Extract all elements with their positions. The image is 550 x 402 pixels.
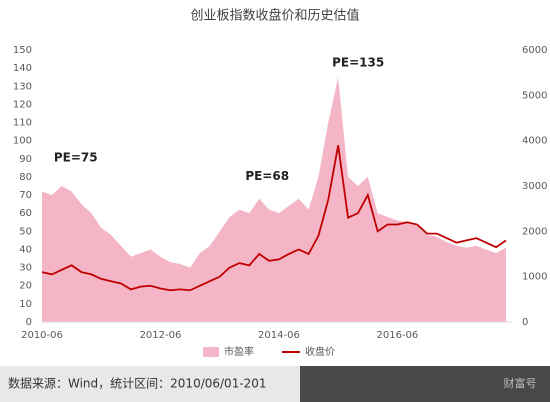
- y2-tick-label: 1000: [522, 272, 547, 283]
- legend-label: 市盈率: [224, 345, 254, 358]
- y2-tick-label: 3000: [522, 181, 547, 192]
- y2-tick-label: 5000: [522, 90, 547, 101]
- y-tick-label: 130: [13, 81, 32, 92]
- annotation: PE=68: [245, 169, 289, 183]
- footer-shade: [300, 366, 550, 402]
- y-tick-label: 120: [13, 99, 32, 110]
- chart-title: 创业板指数收盘价和历史估值: [190, 8, 359, 24]
- legend-label: 收盘价: [305, 345, 335, 358]
- y-tick-label: 50: [19, 226, 32, 237]
- y-tick-label: 10: [19, 299, 32, 310]
- y-tick-label: 100: [13, 136, 32, 147]
- x-tick-label: 2014-06: [258, 330, 300, 341]
- y2-tick-label: 2000: [522, 226, 547, 237]
- y-tick-label: 140: [13, 63, 32, 74]
- y-tick-label: 150: [13, 45, 32, 56]
- y-tick-label: 30: [19, 263, 32, 274]
- legend-swatch: [203, 347, 219, 357]
- y-tick-label: 0: [26, 317, 32, 328]
- y-tick-label: 60: [19, 208, 32, 219]
- y-tick-label: 40: [19, 244, 32, 255]
- y2-tick-label: 0: [522, 317, 528, 328]
- y-tick-label: 90: [19, 154, 32, 165]
- x-tick-label: 2016-06: [377, 330, 419, 341]
- y-tick-label: 110: [13, 118, 32, 129]
- y2-tick-label: 4000: [522, 136, 547, 147]
- y-tick-label: 70: [19, 190, 32, 201]
- annotation: PE=135: [332, 56, 384, 70]
- pe-area: [42, 77, 506, 322]
- x-tick-label: 2012-06: [140, 330, 182, 341]
- y2-tick-label: 6000: [522, 45, 547, 56]
- x-tick-label: 2010-06: [21, 330, 63, 341]
- y-tick-label: 80: [19, 172, 32, 183]
- close-line: [41, 145, 507, 292]
- annotation: PE=75: [54, 151, 98, 165]
- y-tick-label: 20: [19, 281, 32, 292]
- source-note: 数据来源：Wind，统计区间：2010/06/01-201: [8, 376, 267, 391]
- watermark: 财富号: [504, 376, 537, 390]
